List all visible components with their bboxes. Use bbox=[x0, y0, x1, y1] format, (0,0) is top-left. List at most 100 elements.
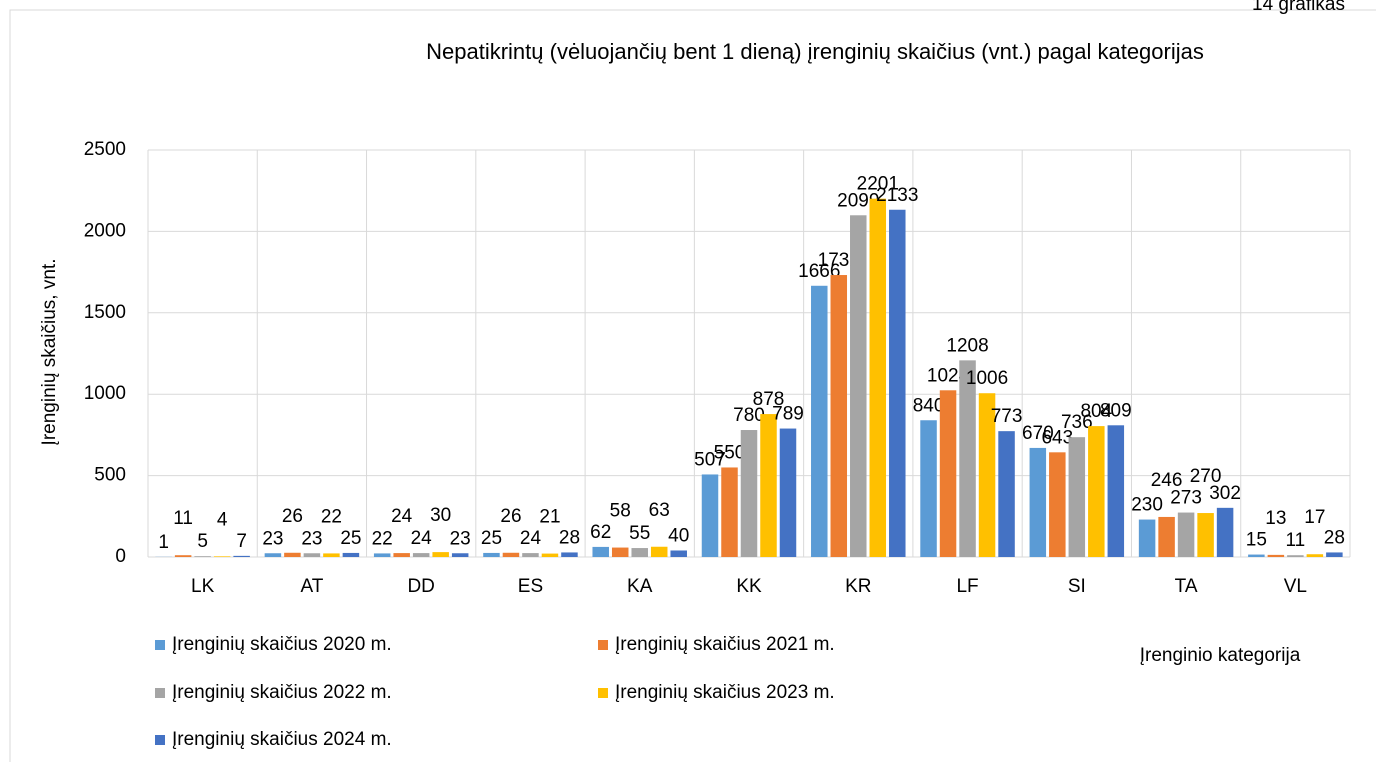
bar bbox=[1138, 519, 1156, 557]
bar bbox=[393, 553, 410, 557]
x-tick-label: SI bbox=[1068, 576, 1086, 597]
data-label: 230 bbox=[1131, 495, 1163, 516]
bar bbox=[1068, 437, 1086, 557]
bar bbox=[592, 546, 609, 557]
bar bbox=[650, 546, 668, 557]
data-label: 773 bbox=[991, 406, 1023, 427]
data-label: 7 bbox=[236, 531, 247, 552]
data-label: 1024 bbox=[927, 365, 970, 386]
legend-swatch bbox=[598, 688, 608, 698]
data-label: 4 bbox=[217, 509, 228, 530]
data-label: 26 bbox=[282, 506, 303, 527]
data-label: 22 bbox=[321, 506, 342, 527]
bar bbox=[1326, 552, 1343, 557]
data-label: 246 bbox=[1151, 470, 1183, 491]
data-label: 24 bbox=[520, 528, 542, 549]
data-label: 15 bbox=[1246, 530, 1267, 551]
data-label: 23 bbox=[262, 528, 283, 549]
y-tick-label: 1000 bbox=[84, 383, 126, 404]
data-label: 643 bbox=[1041, 427, 1073, 448]
y-tick-label: 2500 bbox=[84, 139, 126, 160]
bar bbox=[303, 553, 321, 557]
chart-border bbox=[9, 9, 1376, 762]
data-label: 28 bbox=[559, 527, 580, 548]
data-label: 26 bbox=[500, 506, 521, 527]
data-label: 2099 bbox=[837, 190, 879, 211]
data-label: 17 bbox=[1304, 507, 1325, 528]
bar bbox=[978, 393, 996, 557]
bar bbox=[779, 428, 797, 557]
y-axis-title: Įrenginių skaičius, vnt. bbox=[39, 259, 60, 446]
bar bbox=[541, 553, 559, 557]
bar bbox=[1306, 554, 1324, 557]
bar bbox=[920, 420, 937, 557]
data-label: 21 bbox=[539, 507, 560, 528]
x-tick-label: KR bbox=[845, 576, 871, 597]
data-label: 24 bbox=[391, 506, 413, 527]
x-tick-label: LF bbox=[956, 576, 978, 597]
data-label: 840 bbox=[913, 395, 945, 416]
bar bbox=[670, 550, 687, 557]
bar bbox=[432, 552, 449, 557]
legend-swatch bbox=[598, 640, 608, 650]
data-label: 809 bbox=[1100, 400, 1132, 421]
bar bbox=[284, 552, 301, 557]
data-label: 302 bbox=[1209, 483, 1241, 504]
bar bbox=[502, 552, 520, 557]
data-label: 5 bbox=[197, 531, 208, 552]
data-label: 1666 bbox=[798, 261, 840, 282]
bar bbox=[998, 431, 1015, 557]
bar bbox=[412, 553, 430, 557]
x-tick-label: LK bbox=[191, 576, 215, 597]
data-label: 55 bbox=[629, 523, 650, 544]
data-label: 11 bbox=[173, 508, 193, 529]
bar bbox=[1107, 425, 1125, 557]
bar bbox=[323, 553, 340, 557]
x-tick-label: VL bbox=[1284, 576, 1307, 597]
bar bbox=[740, 430, 758, 557]
data-label: 670 bbox=[1022, 423, 1054, 444]
bar bbox=[1177, 512, 1195, 557]
x-tick-label: DD bbox=[407, 576, 434, 597]
y-tick-label: 0 bbox=[115, 546, 126, 567]
bar bbox=[1049, 452, 1066, 557]
data-label: 1732 bbox=[818, 250, 860, 271]
bar bbox=[811, 285, 828, 557]
data-label: 1 bbox=[158, 532, 169, 553]
bar bbox=[1158, 516, 1175, 557]
bar bbox=[342, 552, 360, 557]
bar bbox=[721, 467, 738, 557]
bar bbox=[889, 209, 906, 557]
data-label: 507 bbox=[694, 449, 726, 470]
data-label: 25 bbox=[340, 528, 361, 549]
x-tick-label: AT bbox=[300, 576, 323, 597]
bar bbox=[959, 360, 976, 557]
bar bbox=[760, 414, 777, 557]
bar bbox=[233, 555, 250, 557]
data-label: 23 bbox=[301, 528, 322, 549]
bar bbox=[194, 556, 211, 557]
data-label: 789 bbox=[772, 404, 804, 425]
bar bbox=[1216, 507, 1234, 557]
bar bbox=[1088, 426, 1105, 557]
bar bbox=[631, 548, 648, 557]
bar bbox=[264, 553, 282, 557]
bar bbox=[483, 552, 500, 557]
data-label: 273 bbox=[1170, 488, 1202, 509]
x-tick-label: ES bbox=[518, 576, 543, 597]
bar bbox=[174, 555, 192, 557]
bar bbox=[1197, 513, 1214, 557]
legend-label: Įrenginių skaičius 2020 m. bbox=[172, 634, 392, 655]
legend-label: Įrenginių skaičius 2022 m. bbox=[172, 682, 392, 703]
bar bbox=[830, 275, 848, 557]
bar bbox=[1029, 447, 1047, 557]
bar bbox=[561, 552, 578, 557]
data-label: 878 bbox=[753, 389, 785, 410]
data-label: 30 bbox=[430, 505, 451, 526]
data-label: 22 bbox=[372, 528, 393, 549]
bar bbox=[451, 553, 469, 557]
data-label: 25 bbox=[481, 528, 502, 549]
legend-label: Įrenginių skaičius 2021 m. bbox=[615, 634, 835, 655]
y-tick-label: 1500 bbox=[84, 302, 126, 323]
